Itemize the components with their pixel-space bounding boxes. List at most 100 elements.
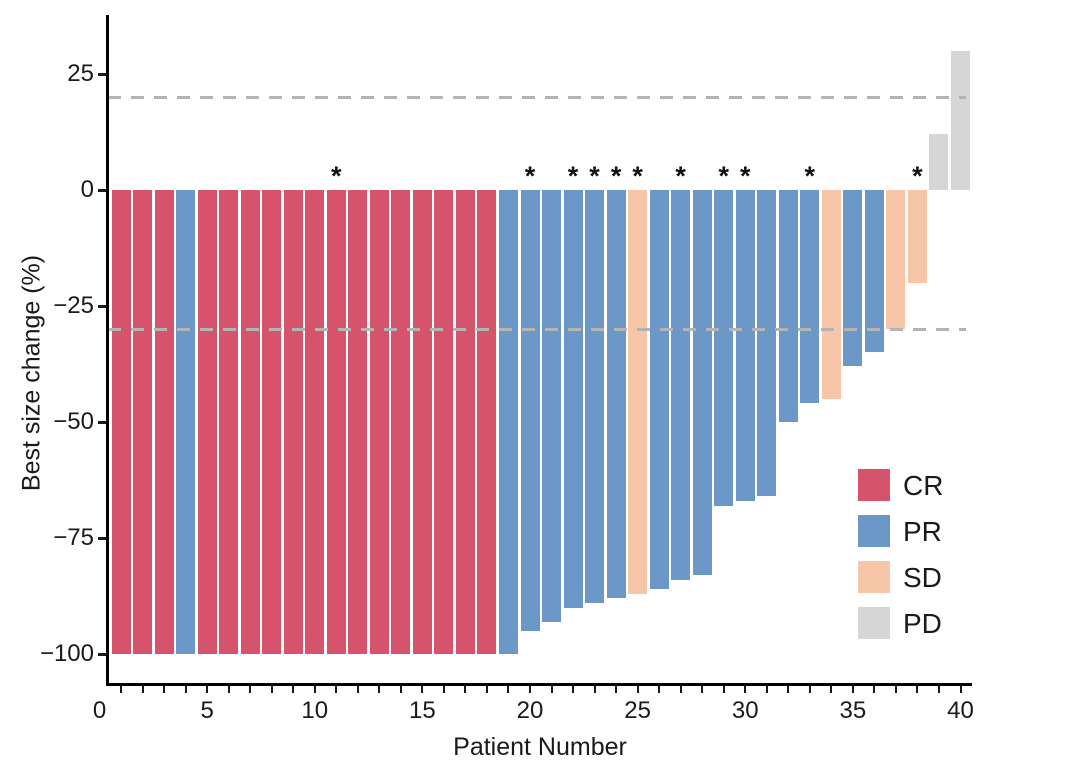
bar-patient-3 bbox=[154, 190, 174, 654]
bar-patient-28 bbox=[692, 190, 712, 576]
x-tick-17 bbox=[464, 686, 467, 693]
x-tick-29 bbox=[722, 686, 725, 693]
asterisk-patient-24: * bbox=[610, 161, 622, 191]
bar-patient-24 bbox=[606, 190, 626, 599]
bar-patient-11 bbox=[326, 190, 346, 654]
bar-patient-10 bbox=[305, 190, 325, 654]
asterisk-patient-38: * bbox=[912, 161, 923, 191]
x-tick-35 bbox=[851, 686, 854, 693]
bar-patient-17 bbox=[455, 190, 475, 654]
y-tick-label-0: 0 bbox=[80, 176, 94, 203]
x-tick-21 bbox=[550, 686, 553, 693]
x-tick-31 bbox=[765, 686, 768, 693]
x-tick-39 bbox=[937, 686, 940, 693]
pr-color-swatch bbox=[858, 515, 890, 547]
bar-patient-22 bbox=[563, 190, 583, 608]
bar-patient-21 bbox=[542, 190, 562, 622]
bar-patient-32 bbox=[778, 190, 798, 422]
bar-patient-7 bbox=[240, 190, 260, 654]
asterisk-patient-22: * bbox=[567, 161, 579, 191]
asterisk-patient-29: * bbox=[718, 161, 729, 191]
y-tick--75 bbox=[98, 536, 106, 540]
x-tick-label-20: 20 bbox=[516, 697, 544, 724]
bar-patient-20 bbox=[520, 190, 540, 631]
bar-patient-5 bbox=[197, 190, 217, 654]
y-tick-label--75: −75 bbox=[53, 524, 94, 551]
bar-patient-39 bbox=[929, 134, 949, 190]
bar-patient-29 bbox=[714, 190, 734, 506]
bar-patient-13 bbox=[369, 190, 389, 654]
x-tick-11 bbox=[335, 686, 338, 693]
x-tick-14 bbox=[399, 686, 402, 693]
asterisk-patient-30: * bbox=[739, 161, 751, 191]
bar-patient-12 bbox=[348, 190, 368, 654]
y-axis-line bbox=[106, 15, 109, 686]
bar-patient-33 bbox=[800, 190, 820, 404]
bar-patient-14 bbox=[391, 190, 411, 654]
x-axis-title: Patient Number bbox=[453, 733, 627, 761]
bar-patient-31 bbox=[757, 190, 777, 497]
legend-label-pd: PD bbox=[903, 608, 942, 639]
x-tick-label-0: 0 bbox=[92, 697, 107, 724]
reference-line-plus20 bbox=[108, 95, 966, 99]
bar-patient-37 bbox=[886, 190, 906, 330]
x-tick-label-30: 30 bbox=[731, 697, 759, 724]
asterisk-patient-25: * bbox=[632, 161, 643, 191]
x-tick-label-15: 15 bbox=[409, 697, 436, 724]
y-tick-25 bbox=[98, 72, 106, 76]
bar-patient-38 bbox=[907, 190, 927, 283]
asterisk-patient-23: * bbox=[589, 161, 600, 191]
asterisk-patient-11: * bbox=[331, 161, 342, 191]
bar-patient-4 bbox=[176, 190, 196, 654]
bar-patient-19 bbox=[498, 190, 518, 654]
cr-color-swatch bbox=[858, 469, 890, 501]
x-tick-label-35: 35 bbox=[839, 697, 867, 724]
x-tick-25 bbox=[636, 686, 639, 693]
bar-patient-26 bbox=[649, 190, 669, 590]
x-tick-26 bbox=[658, 686, 661, 693]
bar-patient-16 bbox=[434, 190, 454, 654]
x-tick-18 bbox=[485, 686, 488, 693]
y-tick-label--100: −100 bbox=[39, 640, 94, 667]
x-tick-label-25: 25 bbox=[624, 697, 651, 724]
x-tick-15 bbox=[421, 686, 424, 693]
x-tick-7 bbox=[249, 686, 252, 693]
x-tick-16 bbox=[442, 686, 445, 693]
bar-patient-27 bbox=[671, 190, 691, 580]
x-tick-38 bbox=[916, 686, 919, 693]
y-tick--100 bbox=[98, 652, 106, 656]
bar-patient-15 bbox=[412, 190, 432, 654]
y-tick--25 bbox=[98, 304, 106, 308]
x-tick-32 bbox=[787, 686, 790, 693]
x-tick-19 bbox=[507, 686, 510, 693]
x-tick-5 bbox=[206, 686, 209, 693]
legend-label-cr: CR bbox=[903, 470, 944, 501]
x-tick-24 bbox=[615, 686, 618, 693]
x-tick-2 bbox=[141, 686, 144, 693]
bar-patient-34 bbox=[821, 190, 841, 399]
asterisk-patient-20: * bbox=[524, 161, 536, 191]
x-tick-label-40: 40 bbox=[947, 697, 974, 724]
asterisk-patient-33: * bbox=[804, 161, 816, 191]
legend-label-sd: SD bbox=[903, 562, 942, 593]
x-tick-6 bbox=[227, 686, 230, 693]
bar-patient-35 bbox=[843, 190, 863, 367]
sd-color-swatch bbox=[858, 561, 890, 593]
y-tick--50 bbox=[98, 420, 106, 424]
bar-patient-25 bbox=[628, 190, 648, 594]
bar-patient-23 bbox=[585, 190, 605, 603]
bar-patient-9 bbox=[283, 190, 303, 654]
x-tick-13 bbox=[378, 686, 381, 693]
y-tick-label-25: 25 bbox=[67, 60, 94, 87]
x-tick-22 bbox=[572, 686, 575, 693]
x-tick-1 bbox=[120, 686, 123, 693]
bar-patient-8 bbox=[262, 190, 282, 654]
reference-line-minus30 bbox=[108, 327, 966, 331]
x-tick-23 bbox=[593, 686, 596, 693]
pd-color-swatch bbox=[858, 607, 890, 639]
y-tick-label--25: −25 bbox=[53, 292, 94, 319]
bar-patient-36 bbox=[864, 190, 884, 353]
x-tick-8 bbox=[270, 686, 273, 693]
